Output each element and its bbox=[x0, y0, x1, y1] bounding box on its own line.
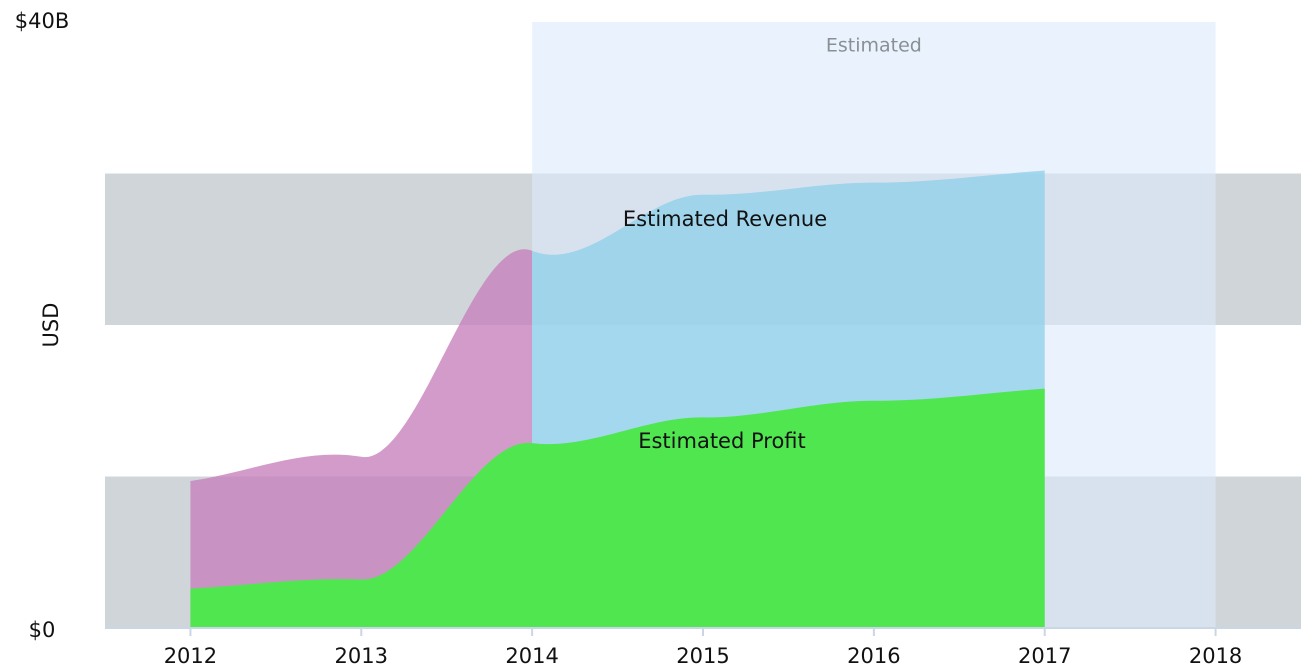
series-label: Estimated Profit bbox=[638, 429, 806, 453]
series-label: Estimated Revenue bbox=[623, 207, 827, 231]
estimated-label: Estimated bbox=[826, 35, 922, 57]
x-tick-label: 2017 bbox=[1018, 644, 1071, 668]
x-tick-label: 2014 bbox=[505, 644, 558, 668]
y-tick-label: $40B bbox=[15, 9, 70, 33]
y-tick-label: $0 bbox=[29, 618, 56, 642]
x-tick-label: 2013 bbox=[335, 644, 388, 668]
y-axis-label: USD bbox=[39, 303, 63, 348]
x-tick-label: 2015 bbox=[676, 644, 729, 668]
x-tick-label: 2018 bbox=[1189, 644, 1242, 668]
x-tick-label: 2016 bbox=[847, 644, 900, 668]
area bbox=[190, 388, 1045, 628]
x-tick-label: 2012 bbox=[164, 644, 217, 668]
